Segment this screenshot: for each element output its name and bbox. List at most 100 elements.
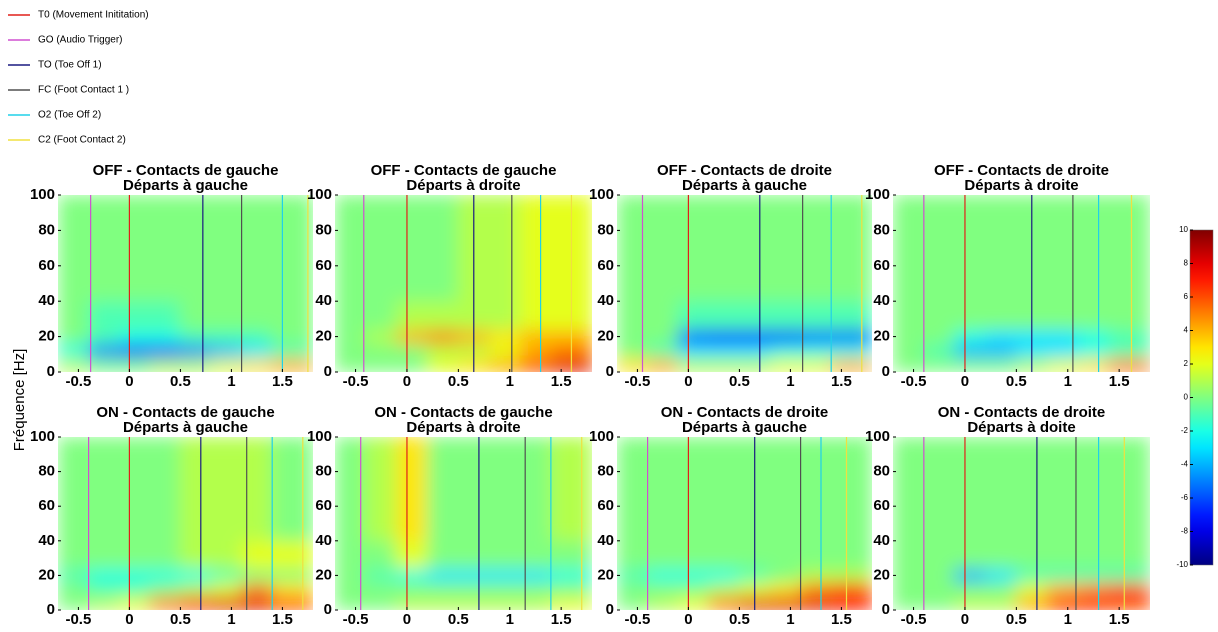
x-tick-label: 0 [125,611,133,628]
heatmap-cell [647,195,679,302]
heatmap-cell [647,540,679,569]
heatmap-cell [923,595,956,610]
heatmap-cell [800,540,832,569]
heatmap-cell [954,343,987,359]
heatmap-cell [118,343,151,359]
heatmap-cell [241,437,273,542]
y-tick-label: 100 [589,186,614,203]
heatmap-cell [519,357,552,372]
heatmap-cell [241,540,273,569]
heatmap-cell [271,329,313,345]
y-tick-label: 0 [324,601,332,618]
heatmap-cell [647,581,679,597]
x-tick-label: 1 [506,373,514,390]
x-tick-label: -0.5 [901,373,927,390]
heatmap-cell [769,540,802,569]
heatmap-cell [1015,540,1048,569]
heatmap-cell [830,343,872,359]
y-axis-label: Fréquence [Hz] [11,349,28,452]
heatmap-cell [617,329,649,345]
heatmap-cell [647,595,679,610]
x-tick-label: 1.5 [831,611,852,628]
heatmap-cell [923,195,956,302]
heatmap-cell [241,300,273,331]
heatmap-cell [1077,595,1110,610]
heatmap-cell [800,195,832,302]
heatmap-cell [830,195,872,302]
heatmap [335,437,592,610]
heatmap-cell [88,581,120,597]
heatmap-cell [58,595,90,610]
heatmap-cell [985,567,1017,583]
y-tick-label: 20 [873,566,890,583]
heatmap-cell [800,357,832,372]
x-tick-label: 0 [961,373,969,390]
x-tick-label: 1.5 [551,373,572,390]
heatmap-cell [893,567,925,583]
x-tick-label: 0.5 [1006,611,1027,628]
heatmap-cell [335,595,367,610]
heatmap-cell [708,300,740,331]
panel-title: ON - Contacts de gauche [96,404,274,421]
heatmap-cell [210,581,243,597]
heatmap-cell [1046,567,1079,583]
y-tick-label: 100 [865,428,890,445]
heatmap-cell [210,357,243,372]
heatmap-cell [457,540,490,569]
heatmap-cell [550,581,592,597]
x-tick-label: 0.5 [448,373,469,390]
heatmap-cell [396,540,429,569]
heatmap-cell [708,195,740,302]
heatmap-cell [1108,437,1150,542]
heatmap-cell [241,329,273,345]
heatmap-cell [335,195,367,302]
colorbar-tick-label: -4 [1181,460,1189,469]
legend-label: TO (Toe Off 1) [38,60,102,71]
heatmap-cell [893,300,925,331]
heatmap-cell [457,595,490,610]
y-tick-label: 20 [873,328,890,345]
heatmap-cell [118,595,151,610]
heatmap-cell [800,300,832,331]
heatmap-cell [365,437,398,542]
heatmap-cell [396,329,429,345]
heatmap-cell [519,343,552,359]
heatmap-cell [241,357,273,372]
heatmap-cell [118,581,151,597]
heatmap-cell [149,437,181,542]
x-tick-label: 0 [403,373,411,390]
heatmap-cell [271,437,313,542]
heatmap-cell [677,437,710,542]
heatmap-cell [335,329,367,345]
heatmap-cell [1077,195,1110,302]
heatmap-cell [396,595,429,610]
heatmap-cell [1077,343,1110,359]
x-tick-label: 0.5 [170,611,191,628]
heatmap-cell [647,329,679,345]
x-tick-label: -0.5 [343,611,369,628]
colorbar-tick-label: -10 [1176,560,1188,569]
heatmap-cell [210,567,243,583]
heatmap-cell [271,567,313,583]
heatmap-cell [1108,581,1150,597]
heatmap-cell [210,595,243,610]
heatmap-cell [488,357,521,372]
heatmap-cell [335,343,367,359]
heatmap-cell [335,540,367,569]
y-tick-label: 60 [315,257,332,274]
panel-title: OFF - Contacts de gauche [371,162,557,179]
x-tick-label: 1.5 [831,373,852,390]
heatmap-cell [769,595,802,610]
x-tick-label: 1.5 [551,611,572,628]
heatmap-cell [738,195,771,302]
heatmap-cell [427,595,459,610]
panel-title: ON - Contacts de gauche [374,404,552,421]
heatmap-cell [396,581,429,597]
colorbar-tick-label: -6 [1181,493,1189,502]
heatmap-cell [365,567,398,583]
heatmap-cell [1108,300,1150,331]
x-tick-label: 1.5 [272,611,293,628]
heatmap-cell [149,581,181,597]
panel-subtitle: Départs à doite [967,419,1075,436]
y-tick-label: 80 [315,463,332,480]
